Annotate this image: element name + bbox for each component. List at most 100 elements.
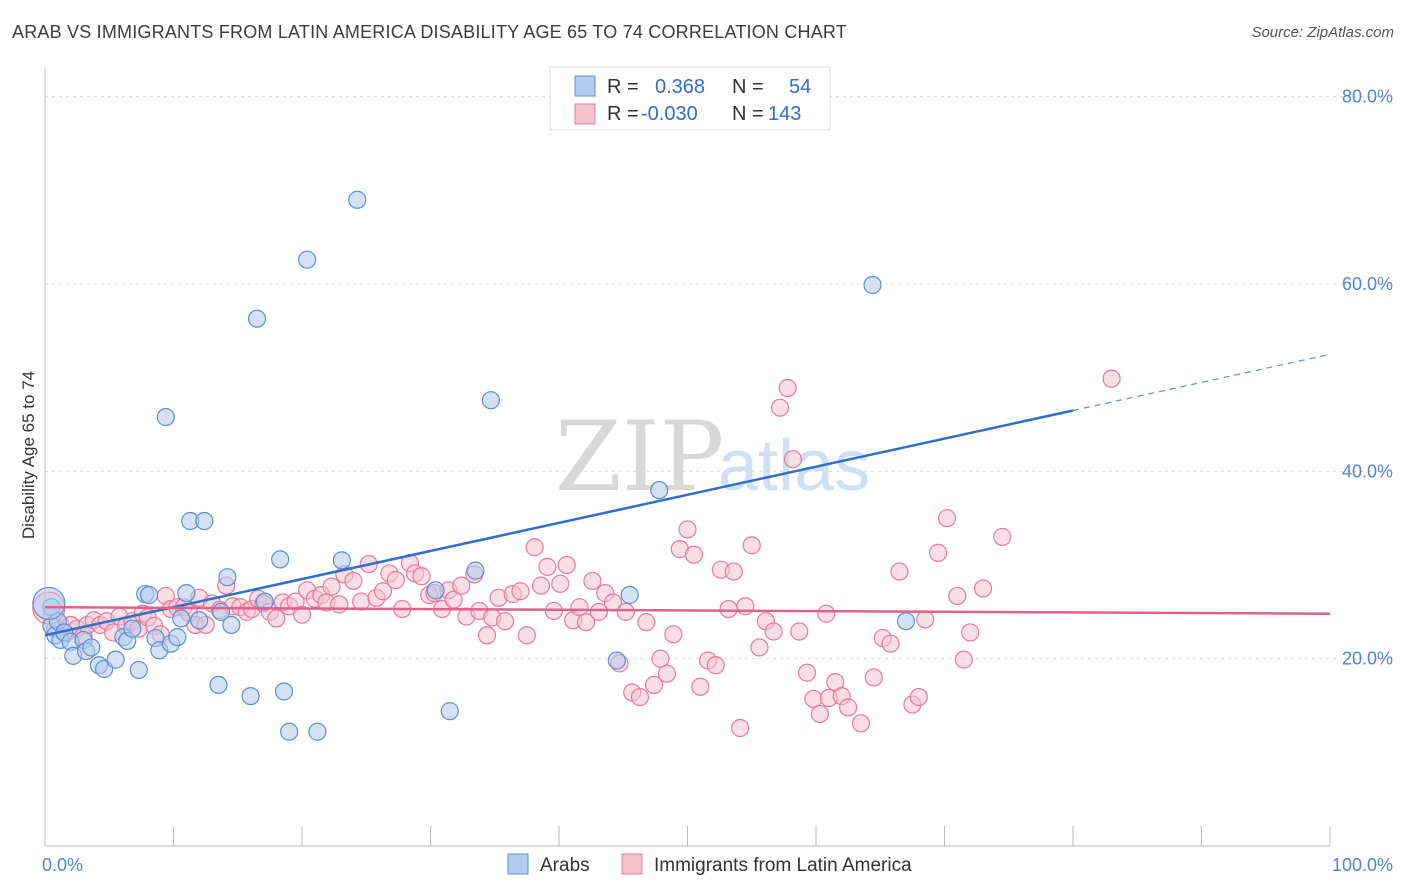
latin-point-98 bbox=[664, 625, 683, 644]
latin-point-78 bbox=[531, 576, 551, 595]
top-legend: R = 0.368 N = 54 R = -0.030 N = 143 bbox=[549, 66, 831, 131]
arabs-point-32 bbox=[218, 568, 237, 587]
arabs-point-50 bbox=[650, 480, 669, 500]
latin-point-139 bbox=[993, 527, 1012, 547]
latin-point-70 bbox=[477, 626, 497, 645]
legend-r-value-arabs: 0.368 bbox=[655, 76, 705, 98]
arabs-point-48 bbox=[607, 651, 626, 670]
arabs-point-17 bbox=[129, 660, 148, 680]
latin-point-141 bbox=[817, 604, 836, 623]
latin-point-73 bbox=[495, 612, 515, 631]
latin-point-93 bbox=[630, 687, 650, 707]
legend-swatch-arabs bbox=[574, 75, 596, 97]
latin-point-85 bbox=[576, 613, 596, 632]
bottom-legend: Arabs Immigrants from Latin America bbox=[507, 853, 912, 876]
arabs-point-26 bbox=[177, 584, 196, 603]
arabs-point-44 bbox=[426, 581, 445, 600]
latin-point-87 bbox=[589, 602, 608, 621]
latin-point-84 bbox=[570, 598, 589, 617]
arabs-point-40 bbox=[298, 250, 317, 269]
bottom-legend-swatch-latin bbox=[621, 853, 643, 875]
arabs-point-52 bbox=[896, 612, 916, 631]
latin-point-114 bbox=[770, 398, 790, 417]
latin-point-76 bbox=[517, 626, 536, 645]
latin-point-42 bbox=[292, 605, 312, 624]
latin-point-97 bbox=[657, 664, 677, 683]
bottom-legend-latin: Immigrants from Latin America bbox=[654, 855, 912, 876]
latin-point-60 bbox=[412, 567, 431, 586]
trend-line-latin bbox=[44, 605, 1331, 615]
latin-point-120 bbox=[810, 704, 829, 724]
latin-point-126 bbox=[864, 668, 883, 687]
legend-n-label-latin: N = bbox=[732, 103, 764, 125]
arabs-point-35 bbox=[247, 309, 267, 328]
latin-point-136 bbox=[954, 650, 973, 669]
bottom-legend-arabs: Arabs bbox=[540, 855, 590, 876]
latin-point-107 bbox=[724, 562, 743, 581]
x-tick-labels: 0.0% 100.0% bbox=[42, 855, 1393, 875]
arabs-point-37 bbox=[271, 550, 290, 569]
x-tick-label-0: 0.0% bbox=[42, 855, 83, 875]
latin-point-51 bbox=[352, 592, 371, 611]
arabs-point-19 bbox=[139, 585, 159, 605]
latin-point-116 bbox=[783, 450, 802, 469]
legend-n-value-arabs: 54 bbox=[789, 76, 811, 98]
latin-point-50 bbox=[344, 571, 363, 591]
latin-point-38 bbox=[267, 609, 286, 628]
latin-point-75 bbox=[511, 582, 530, 601]
latin-point-104 bbox=[706, 656, 725, 675]
latin-point-118 bbox=[797, 663, 817, 682]
latin-point-81 bbox=[551, 574, 570, 593]
latin-point-133 bbox=[928, 543, 948, 562]
source-label: Source: ZipAtlas.com bbox=[1251, 24, 1394, 41]
latin-point-135 bbox=[948, 586, 967, 606]
arabs-point-42 bbox=[332, 551, 351, 570]
arabs-point-25 bbox=[172, 609, 191, 628]
y-tick-label-40: 40.0% bbox=[1342, 461, 1393, 481]
arabs-point-41 bbox=[308, 722, 327, 741]
latin-point-100 bbox=[678, 520, 697, 539]
y-tick-label-80: 80.0% bbox=[1342, 87, 1393, 107]
axes bbox=[44, 68, 1331, 847]
arabs-point-39 bbox=[280, 722, 299, 741]
latin-point-124 bbox=[839, 698, 858, 717]
legend-swatch-latin bbox=[574, 103, 596, 125]
trend-lines bbox=[44, 353, 1331, 637]
latin-point-95 bbox=[644, 675, 664, 695]
latin-point-110 bbox=[742, 536, 761, 555]
arabs-point-24 bbox=[168, 628, 187, 647]
y-tick-label-60: 60.0% bbox=[1342, 274, 1393, 294]
latin-point-128 bbox=[881, 634, 900, 653]
bottom-legend-swatch-arabs bbox=[507, 853, 529, 875]
latin-point-115 bbox=[778, 378, 797, 398]
arabs-point-45 bbox=[440, 702, 459, 721]
arabs-point-13 bbox=[106, 650, 125, 669]
latin-point-48 bbox=[330, 595, 349, 614]
latin-point-125 bbox=[851, 714, 871, 733]
legend-r-label-latin: R = bbox=[607, 103, 639, 125]
arabs-point-10 bbox=[82, 638, 101, 657]
y-tick-label-20: 20.0% bbox=[1342, 649, 1393, 669]
arabs-point-33 bbox=[222, 615, 241, 635]
latin-point-77 bbox=[525, 538, 544, 557]
legend-r-label-arabs: R = bbox=[607, 76, 639, 98]
latin-point-108 bbox=[731, 718, 750, 738]
latin-point-47 bbox=[322, 577, 341, 596]
arabs-point-22 bbox=[156, 407, 175, 427]
latin-point-96 bbox=[651, 649, 670, 668]
y-tick-labels: 20.0% 40.0% 60.0% 80.0% bbox=[1342, 87, 1393, 669]
latin-point-117 bbox=[790, 622, 809, 641]
legend-r-value-latin: -0.030 bbox=[641, 103, 698, 125]
arabs-point-47 bbox=[481, 391, 500, 410]
latin-point-86 bbox=[583, 571, 602, 591]
arabs-point-53 bbox=[32, 586, 66, 621]
arabs-point-49 bbox=[620, 585, 639, 605]
latin-point-66 bbox=[452, 576, 471, 595]
latin-point-91 bbox=[616, 602, 635, 621]
latin-point-129 bbox=[890, 562, 909, 581]
latin-point-56 bbox=[386, 570, 405, 590]
arabs-point-46 bbox=[466, 561, 485, 580]
latin-point-131 bbox=[909, 687, 928, 707]
latin-point-106 bbox=[719, 599, 738, 619]
